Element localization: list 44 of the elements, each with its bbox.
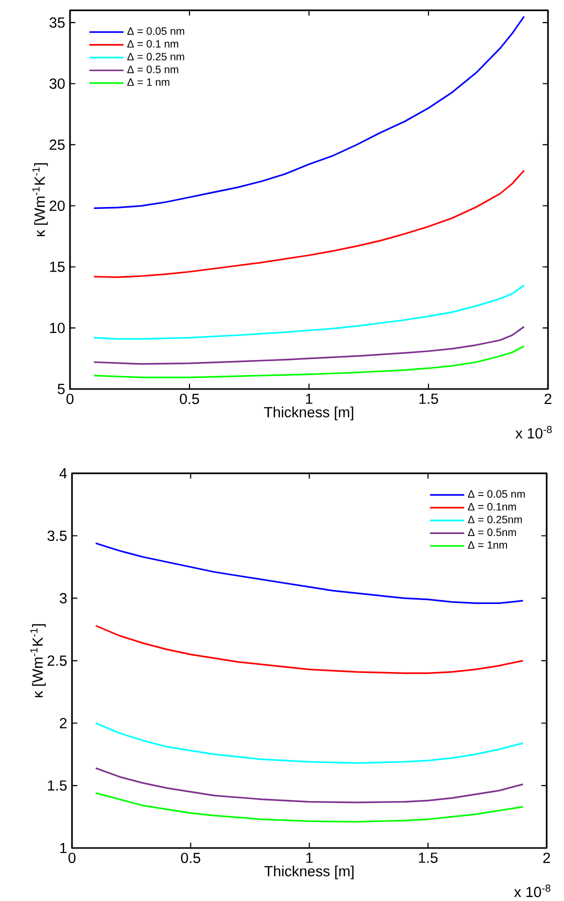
legend-label: Δ = 0.05 nm xyxy=(468,490,525,498)
x-tick-label: 1.5 xyxy=(418,852,438,863)
y-tick-label: 1.5 xyxy=(48,780,67,791)
x-tick-label: 0 xyxy=(68,852,76,864)
legend-label: Δ = 0.05 nm xyxy=(127,27,184,35)
legend-label: Δ = 1 nm xyxy=(127,78,170,86)
x-axis-title: Thickness [m] xyxy=(264,406,354,420)
x-tick-label: 1 xyxy=(306,852,313,863)
y-tick-label: 2.5 xyxy=(48,655,67,666)
y-tick-label: 5 xyxy=(58,384,65,394)
x-tick-label: 1.5 xyxy=(419,394,438,404)
y-tick-label: 35 xyxy=(50,17,65,28)
x-tick-label: 2 xyxy=(544,394,552,404)
text: x 10$^{-8}$ xyxy=(514,884,550,898)
x-tick-label: 1 xyxy=(306,394,312,404)
y-tick-label: 1 xyxy=(60,842,67,854)
x-tick-label: 2 xyxy=(543,852,550,863)
y-tick-label: 25 xyxy=(50,140,65,150)
x-tick-label: 0.5 xyxy=(181,852,200,864)
line-series xyxy=(93,16,525,210)
legend-label: Δ = 0.25 nm xyxy=(127,52,184,60)
y-axis-title: κ [Wm$^{-1}$K$^{-1}$] xyxy=(30,624,46,698)
y-tick-label: 2 xyxy=(60,718,67,728)
text: x 10$^{-8}$ xyxy=(515,426,552,439)
legend-label: Δ = 0.1nm xyxy=(468,502,516,511)
line-series xyxy=(94,767,524,804)
y-tick-label: 15 xyxy=(50,262,65,272)
x-tick-label: 0.5 xyxy=(180,394,200,404)
legend-label: Δ = 0.1 nm xyxy=(127,40,178,48)
y-tick-label: 3 xyxy=(60,593,67,604)
y-tick-label: 20 xyxy=(50,200,65,211)
x-tick-label: 0 xyxy=(66,394,74,404)
y-tick-label: 10 xyxy=(50,322,65,334)
legend-label: Δ = 0.25nm xyxy=(468,516,522,524)
legend-label: Δ = 0.5 nm xyxy=(127,66,178,74)
x-axis-title: Thickness [m] xyxy=(264,866,354,880)
legend-label: Δ = 1nm xyxy=(468,541,507,549)
line-series xyxy=(93,345,525,378)
y-tick-label: 30 xyxy=(50,78,65,89)
line-series xyxy=(93,326,525,365)
y-axis-title: κ [Wm$^{-1}$K$^{-1}$] xyxy=(32,163,48,236)
y-tick-label: 4 xyxy=(59,468,67,478)
y-tick-label: 3.5 xyxy=(47,530,67,541)
legend-label: Δ = 0.5nm xyxy=(468,528,516,536)
